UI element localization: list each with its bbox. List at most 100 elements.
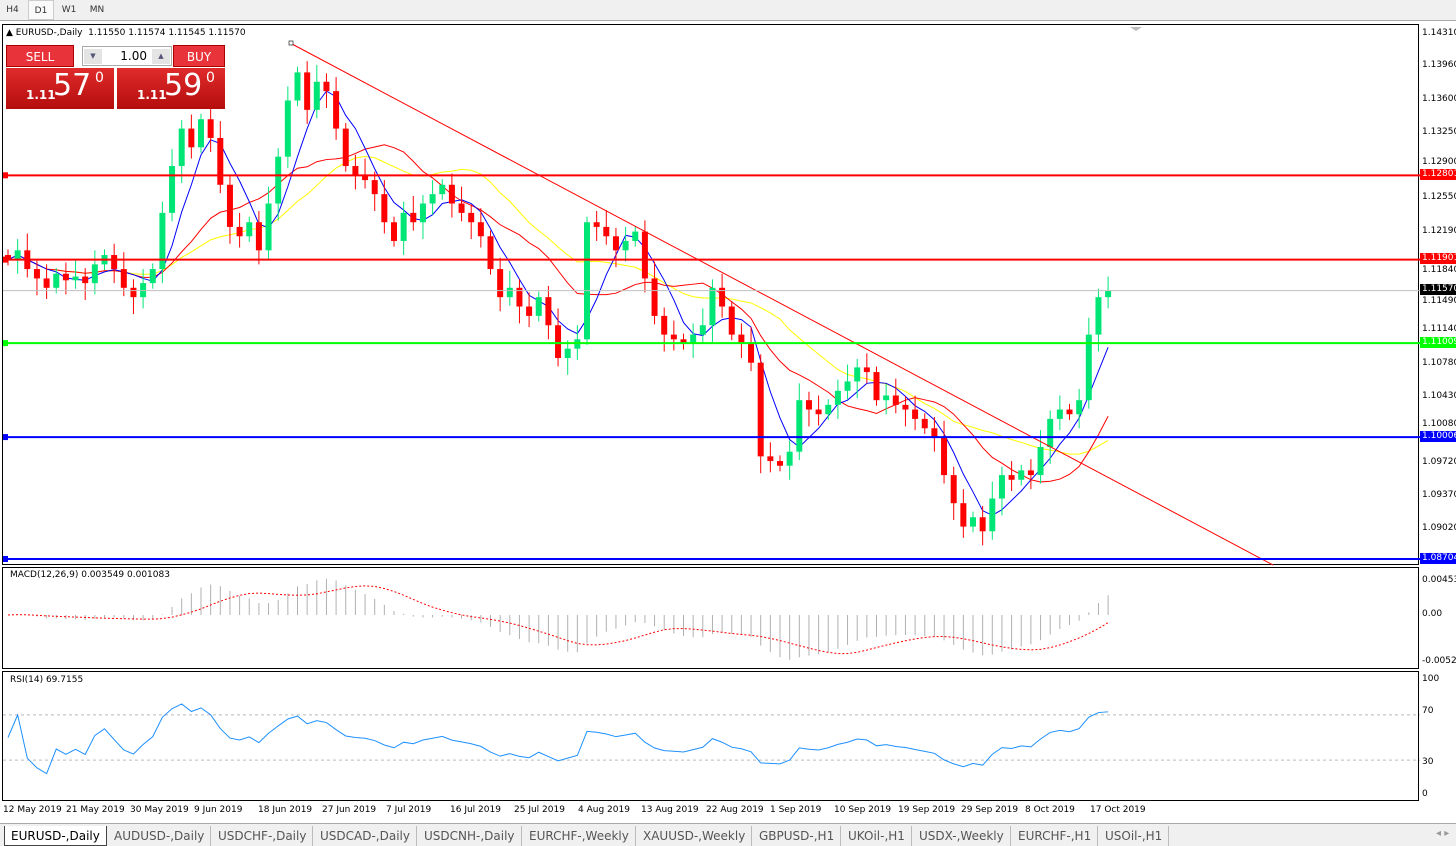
price-axis-label: 1.10430 (1422, 390, 1456, 401)
lot-increase-icon[interactable]: ▲ (152, 49, 170, 64)
candle-body (912, 409, 919, 419)
chart-tab[interactable]: USDCNH-,Daily (418, 826, 522, 846)
price-axis-label: 1.11840 (1422, 265, 1456, 276)
lot-size-input[interactable]: ▼ 1.00 ▲ (82, 46, 172, 66)
candle-body (612, 236, 619, 251)
candle-body (1027, 470, 1034, 476)
one-click-trading-panel: SELL ▼ 1.00 ▲ BUY 1.11 57 0 1.11 59 0 (6, 45, 225, 109)
candle-body (72, 276, 79, 281)
chart-tab[interactable]: USDCAD-,Daily (314, 826, 417, 846)
level-price-tag: 1.11009 (1420, 336, 1456, 348)
candle-body (728, 306, 735, 335)
candle-body (632, 231, 639, 241)
candle-body (159, 212, 166, 270)
price-axis-label: 1.11140 (1422, 324, 1456, 335)
candle-body (805, 400, 812, 410)
candle-body (458, 203, 465, 213)
candle-body (506, 287, 513, 298)
buy-button[interactable]: BUY (173, 45, 225, 67)
date-axis-label: 10 Sep 2019 (834, 805, 892, 815)
sell-price[interactable]: 1.11 57 0 (6, 68, 114, 109)
candle-body (1037, 446, 1044, 476)
candle-body (391, 222, 397, 241)
candle-body (825, 404, 832, 415)
buy-price[interactable]: 1.11 59 0 (117, 68, 225, 109)
date-axis-label: 19 Sep 2019 (898, 805, 956, 815)
timeframe-toolbar: H4 D1 W1 MN (0, 0, 1456, 21)
trendline (291, 43, 1274, 566)
level-price-tag: 1.11901 (1420, 253, 1456, 265)
rsi-axis-label: 30 (1422, 757, 1434, 767)
chart-tab[interactable]: XAUUSD-,Weekly (637, 826, 753, 846)
macd-panel[interactable]: MACD(12,26,9) 0.003549 0.001083 (2, 567, 1419, 669)
candle-body (603, 226, 610, 237)
candle-body (883, 395, 890, 401)
candle-body (120, 269, 127, 288)
timeframe-d1[interactable]: D1 (28, 0, 54, 20)
ma-slow-line (7, 155, 1109, 455)
date-axis-label: 17 Oct 2019 (1090, 805, 1146, 815)
chart-tab[interactable]: EURCHF-,Weekly (523, 826, 636, 846)
sell-button[interactable]: SELL (6, 45, 74, 67)
rsi-panel[interactable]: RSI(14) 69.7155 (2, 671, 1420, 801)
candle-body (1047, 418, 1054, 447)
candle-body (419, 203, 426, 223)
chart-tab[interactable]: GBPUSD-,H1 (753, 826, 842, 846)
candle-body (709, 287, 716, 326)
candle-body (526, 306, 533, 316)
rsi-axis-label: 0 (1422, 789, 1428, 799)
tab-scroll-icon[interactable]: ◂ ▸ (1436, 828, 1450, 839)
candle-body (429, 194, 436, 204)
price-chart[interactable] (2, 24, 1420, 566)
candle-body (410, 212, 417, 223)
ohlc-values: 1.11550 1.11574 1.11545 1.11570 (88, 28, 246, 38)
candle-body (468, 212, 475, 223)
candle-body (690, 334, 697, 344)
candle-body (680, 339, 687, 344)
rsi-axis-label: 70 (1422, 706, 1434, 716)
timeframe-w1[interactable]: W1 (61, 5, 77, 15)
candle-body (333, 91, 340, 129)
level-handle (3, 434, 8, 441)
timeframe-mn[interactable]: MN (89, 5, 105, 15)
chart-tab[interactable]: USDCHF-,Daily (212, 826, 314, 846)
candle-body (342, 128, 349, 167)
candle-body (931, 428, 938, 438)
chart-tab[interactable]: USOil-,H1 (1099, 826, 1170, 846)
chart-shift-icon (1130, 27, 1142, 31)
candle-body (294, 72, 301, 101)
candle-body (699, 325, 706, 335)
candle-body (1008, 475, 1015, 480)
candle-body (748, 343, 755, 363)
candle-body (786, 451, 793, 466)
candle-body (275, 156, 282, 204)
candle-body (265, 203, 272, 251)
candle-body (815, 409, 822, 415)
chart-tab[interactable]: EURCHF-,H1 (1012, 826, 1099, 846)
buy-price-pips: 59 (164, 68, 203, 103)
ma-mid-line (7, 144, 1109, 483)
chart-tab[interactable]: USDX-,Weekly (913, 826, 1011, 846)
chart-tab[interactable]: UKOil-,H1 (842, 826, 912, 846)
lot-decrease-icon[interactable]: ▼ (84, 49, 102, 64)
date-axis-label: 4 Aug 2019 (578, 805, 630, 815)
candle-body (622, 240, 629, 251)
chart-tab[interactable]: AUDUSD-,Daily (108, 826, 212, 846)
candle-body (226, 184, 233, 227)
candle-body (487, 236, 494, 270)
candle-body (149, 269, 156, 284)
candle-body (400, 212, 407, 241)
candle-body (584, 222, 590, 340)
candle-body (188, 128, 195, 148)
chart-tab[interactable]: EURUSD-,Daily (4, 826, 107, 846)
candle-body (777, 461, 783, 466)
symbol-label: EURUSD-,Daily (15, 28, 83, 38)
date-axis-label: 30 May 2019 (130, 805, 189, 815)
candle-body (670, 334, 677, 340)
candle-body (381, 194, 388, 223)
rsi-label: RSI(14) 69.7155 (10, 675, 84, 685)
candle-body (169, 166, 176, 213)
timeframe-h4[interactable]: H4 (6, 5, 19, 15)
level-handle (3, 340, 8, 347)
date-axis-label: 12 May 2019 (3, 805, 62, 815)
